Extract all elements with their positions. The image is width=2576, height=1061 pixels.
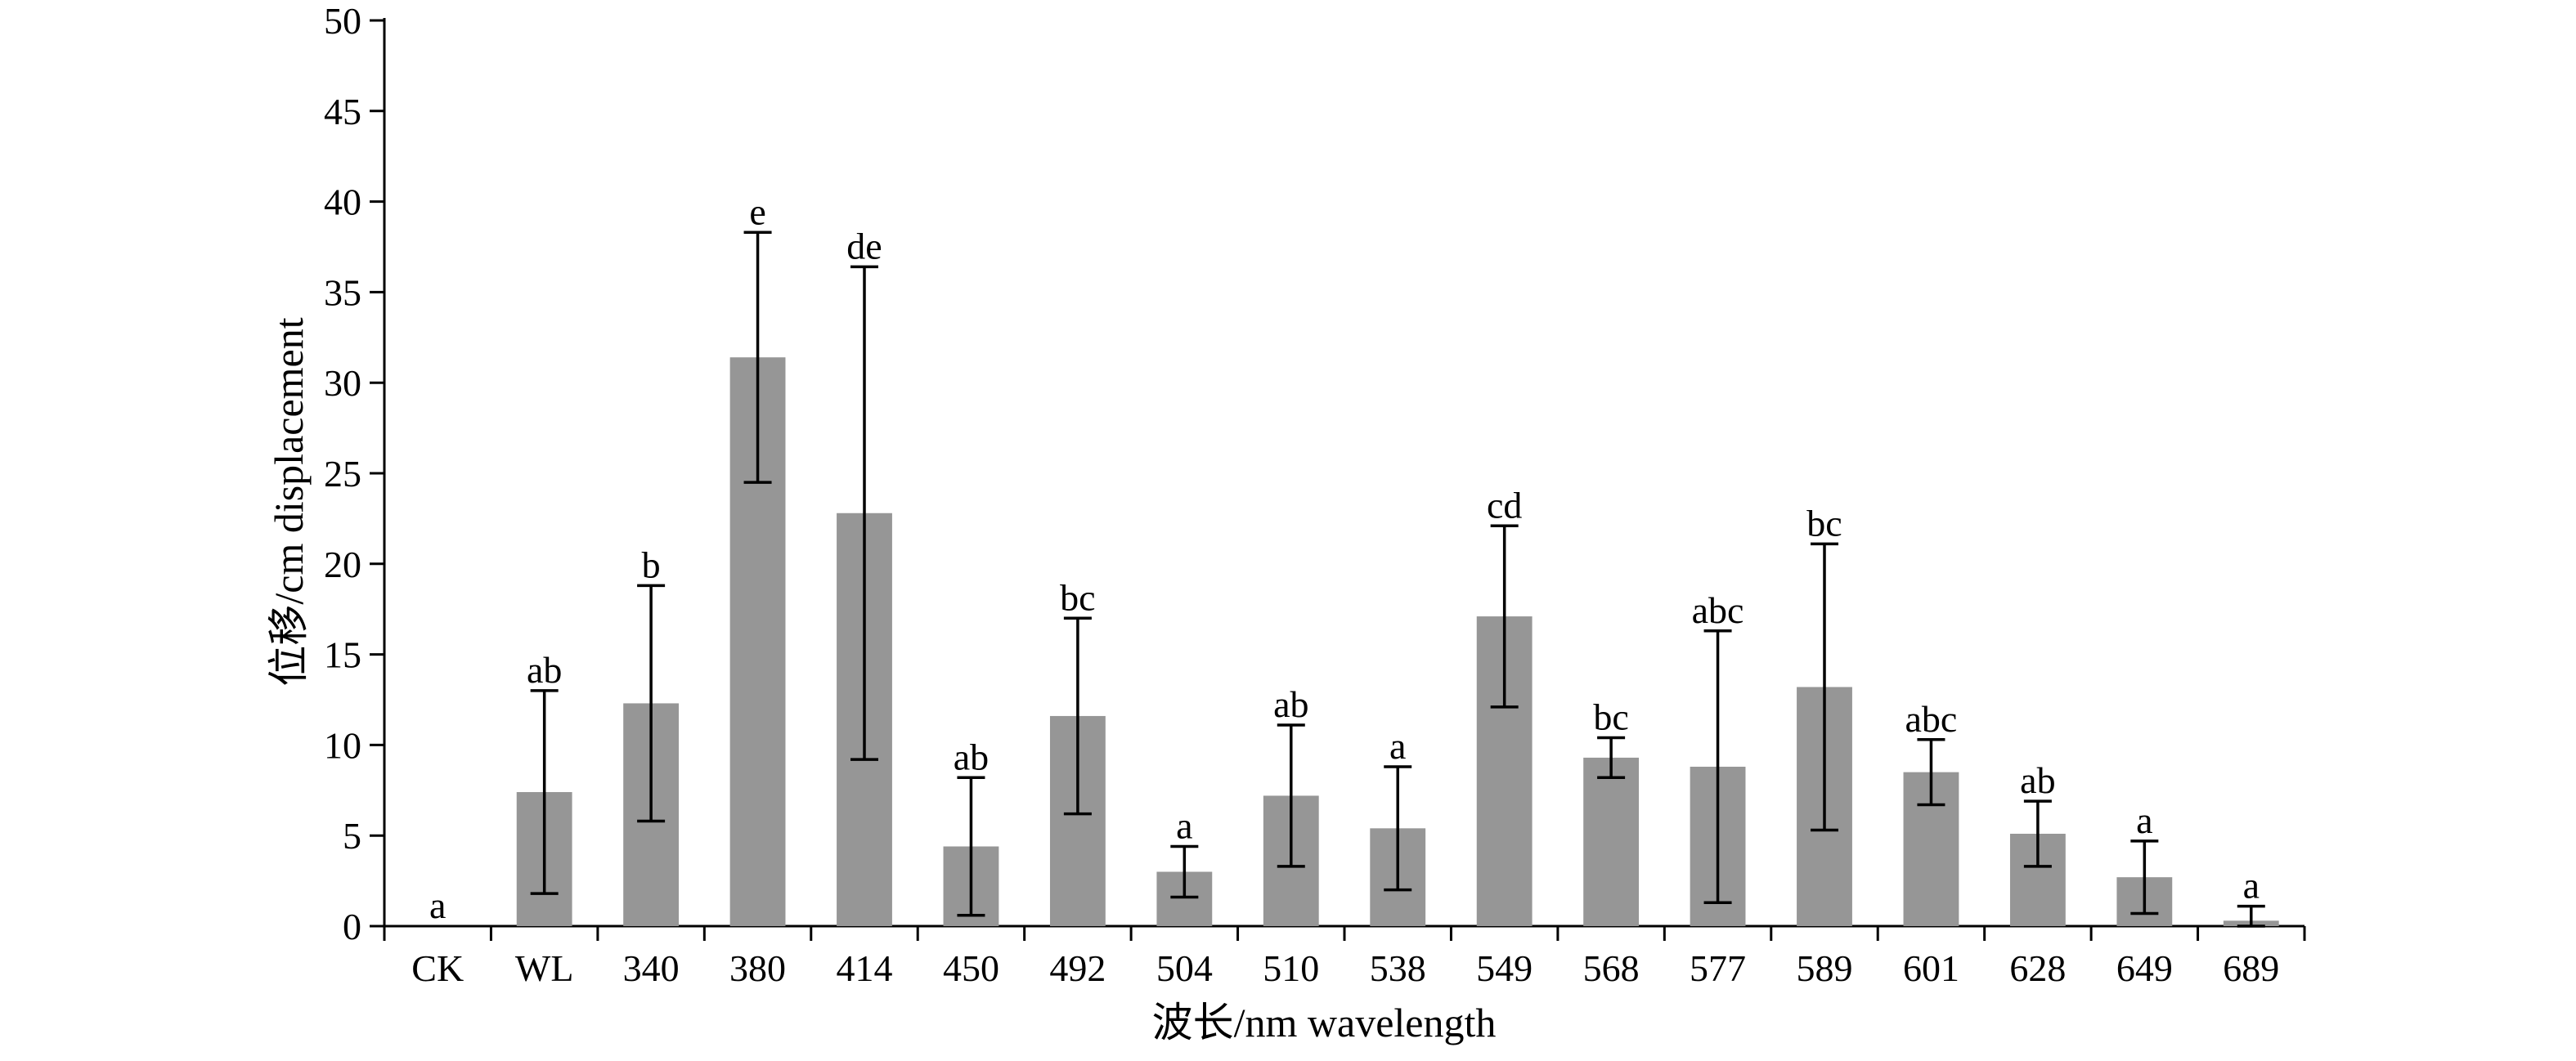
x-tick-label: 492 (1049, 947, 1106, 989)
significance-label: ab (527, 649, 562, 691)
x-tick-label: WL (515, 947, 574, 989)
error-bar (1384, 765, 1412, 892)
y-tick-label: 50 (324, 0, 361, 42)
significance-label: a (1176, 804, 1192, 846)
error-bar (637, 584, 666, 823)
x-tick-label: 568 (1583, 947, 1640, 989)
error-bars (530, 231, 2265, 928)
y-tick-label: 35 (324, 271, 361, 313)
y-tick-label: 45 (324, 91, 361, 132)
bar (1583, 757, 1640, 926)
x-tick-label: CK (411, 947, 464, 989)
significance-label: bc (1060, 576, 1095, 618)
y-tick-label: 5 (343, 815, 361, 857)
significance-label: e (749, 190, 765, 232)
significance-label: b (642, 544, 661, 585)
significance-label: bc (1806, 502, 1842, 544)
y-tick-label: 30 (324, 362, 361, 404)
significance-label: a (1389, 725, 1406, 767)
y-axis: 0 5 10 15 20 25 30 35 40 45 50 (324, 0, 386, 947)
error-bar (2237, 904, 2265, 928)
significance-label: a (2136, 799, 2152, 841)
significance-labels: a ab b e de ab bc a ab a cd bc abc bc abc ab a a (429, 190, 2260, 926)
significance-label: ab (1273, 683, 1308, 725)
y-tick-label: 15 (324, 634, 361, 676)
x-axis: CK WL 340 380 414 450 492 504 510 538 549 568 577 589… (383, 924, 2306, 989)
x-tick-label: 589 (1797, 947, 1853, 989)
significance-label: abc (1905, 698, 1958, 740)
x-tick-label: 510 (1263, 947, 1319, 989)
error-bar (2130, 839, 2159, 916)
error-bar (1277, 723, 1305, 868)
error-bar (2023, 799, 2052, 868)
significance-label: ab (954, 736, 989, 777)
y-tick-label: 25 (324, 453, 361, 495)
x-tick-label: 504 (1156, 947, 1213, 989)
y-tick-label: 0 (343, 906, 361, 947)
error-bar (1703, 629, 1732, 904)
x-tick-label: 549 (1476, 947, 1533, 989)
y-tick-label: 40 (324, 181, 361, 223)
error-bar (1170, 844, 1199, 899)
y-tick-label: 20 (324, 544, 361, 585)
error-bar (743, 231, 772, 484)
x-tick-label: 649 (2116, 947, 2173, 989)
x-tick-label: 380 (729, 947, 786, 989)
error-bar (1063, 616, 1092, 816)
error-bar (850, 265, 878, 761)
error-bar (1917, 738, 1945, 807)
error-bar (1490, 524, 1519, 709)
significance-label: a (429, 884, 446, 926)
x-tick-label: 628 (2009, 947, 2066, 989)
significance-label: cd (1487, 484, 1522, 526)
error-bar (1597, 736, 1626, 780)
x-tick-label: 450 (943, 947, 999, 989)
x-tick-label: 577 (1690, 947, 1746, 989)
error-bar (1811, 542, 1838, 832)
x-tick-label: 414 (837, 947, 893, 989)
significance-label: abc (1692, 589, 1744, 631)
significance-label: a (2243, 865, 2260, 907)
significance-label: ab (2020, 759, 2055, 801)
error-bar (530, 689, 559, 895)
x-tick-label: 340 (623, 947, 680, 989)
x-tick-label: 538 (1370, 947, 1426, 989)
significance-label: bc (1593, 696, 1628, 738)
error-bar (957, 776, 985, 917)
x-axis-title: 波长/nm wavelength (1152, 1000, 1497, 1045)
x-tick-label: 689 (2223, 947, 2279, 989)
y-tick-label: 10 (324, 724, 361, 766)
x-tick-label: 601 (1903, 947, 1959, 989)
y-axis-title: 位移/cm displacement (266, 317, 312, 686)
significance-label: de (846, 225, 882, 266)
